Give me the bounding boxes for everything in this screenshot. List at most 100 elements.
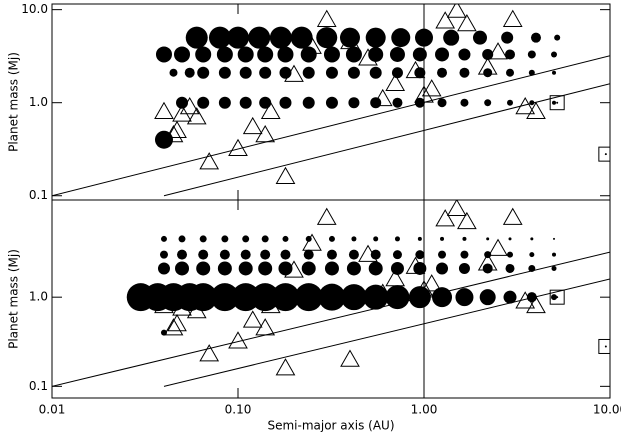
observed-planet	[260, 295, 281, 314]
observed-planet	[421, 79, 442, 97]
simulated-planet	[251, 283, 280, 312]
observed-planet	[385, 268, 406, 287]
simulated-planet	[325, 66, 338, 79]
simulated-planet	[392, 97, 403, 108]
observed-planet	[502, 9, 523, 27]
observed-planet	[372, 283, 393, 301]
simulated-planet	[197, 96, 210, 109]
simulated-planet	[271, 283, 300, 312]
observed-planet	[275, 358, 296, 376]
observed-planet	[488, 42, 508, 60]
simulated-planet	[325, 96, 338, 109]
simulated-planet	[302, 66, 315, 79]
observed-planet	[255, 124, 276, 143]
simulated-planet	[552, 100, 557, 105]
simulated-planet	[440, 236, 445, 241]
limit-line	[52, 251, 610, 387]
simulated-planet	[483, 68, 493, 78]
simulated-planet	[216, 46, 233, 63]
simulated-planet	[462, 236, 467, 241]
solar-planet	[598, 146, 610, 162]
observed-planet	[477, 57, 498, 75]
simulated-planet	[294, 283, 323, 312]
simulated-planet	[323, 46, 340, 63]
simulated-planet	[196, 261, 211, 276]
simulated-planet	[221, 235, 229, 243]
simulated-planet	[218, 66, 231, 79]
simulated-planet	[279, 96, 292, 109]
simulated-planet	[460, 250, 469, 259]
simulated-planet	[302, 96, 315, 109]
simulated-planet	[248, 26, 271, 49]
observed-planet	[163, 318, 184, 336]
y-tick-label: 0.1	[29, 379, 48, 393]
y-tick-label: 1.0	[29, 95, 48, 109]
simulated-planet	[506, 68, 515, 77]
simulated-planet	[351, 236, 357, 242]
simulated-planet	[238, 261, 253, 276]
simulated-planet	[527, 50, 536, 59]
simulated-planet	[208, 26, 231, 49]
simulated-planet	[219, 249, 230, 260]
y-tick-label: 0.1	[29, 188, 48, 202]
simulated-planet	[501, 31, 514, 44]
simulated-planet	[369, 66, 382, 79]
simulated-planet	[328, 235, 335, 242]
simulated-planet	[551, 51, 558, 58]
simulated-planet	[389, 46, 405, 62]
simulated-planet	[227, 26, 249, 49]
simulated-planet	[551, 265, 557, 271]
observed-planet	[172, 298, 192, 316]
simulated-planet	[346, 261, 361, 276]
limit-line	[163, 83, 610, 197]
simulated-planet	[391, 28, 411, 48]
simulated-planet	[159, 250, 168, 259]
simulated-planet	[155, 46, 172, 63]
y-axis-label: Planet mass (Mj)	[7, 52, 21, 152]
observed-planet	[186, 107, 207, 125]
simulated-planet	[417, 236, 422, 241]
simulated-planet	[261, 235, 269, 243]
simulated-planet	[199, 235, 207, 243]
plot-area	[52, 4, 610, 200]
simulated-planet	[370, 249, 381, 260]
observed-planet	[242, 310, 263, 328]
simulated-planet	[528, 69, 535, 76]
simulated-planet	[552, 70, 557, 75]
observed-planet	[446, 200, 467, 217]
simulated-planet	[365, 27, 386, 48]
simulated-planet	[157, 262, 170, 275]
simulated-planet	[348, 97, 360, 109]
simulated-planet	[553, 237, 556, 240]
observed-planet	[435, 11, 456, 29]
simulated-planet	[160, 329, 167, 336]
simulated-planet	[259, 96, 272, 109]
y-tick-label: 10.0	[21, 2, 48, 16]
simulated-planet	[184, 67, 195, 78]
simulated-planet	[210, 283, 239, 312]
simulated-planet	[368, 261, 383, 276]
simulated-planet	[415, 250, 425, 260]
simulated-planet	[240, 249, 251, 260]
simulated-planet	[277, 46, 294, 63]
y-axis-label: Planet mass (Mj)	[7, 249, 21, 349]
simulated-planet	[278, 261, 293, 276]
simulated-planet	[217, 261, 232, 276]
observed-planet	[199, 152, 220, 170]
observed-planet	[302, 233, 322, 251]
x-tick-label: 10.00	[593, 403, 621, 417]
simulated-planet	[316, 27, 338, 49]
simulated-planet	[505, 263, 515, 273]
solar-planet-dot	[556, 296, 559, 299]
simulated-planet	[458, 262, 470, 274]
simulated-planet	[269, 26, 292, 49]
observed-planet	[167, 120, 187, 138]
simulated-planet	[242, 235, 250, 243]
solar-planet	[598, 338, 610, 354]
solar-planet-dot	[604, 345, 607, 348]
limit-line	[52, 55, 610, 197]
simulated-planet	[508, 237, 512, 241]
simulated-planet	[392, 250, 402, 260]
